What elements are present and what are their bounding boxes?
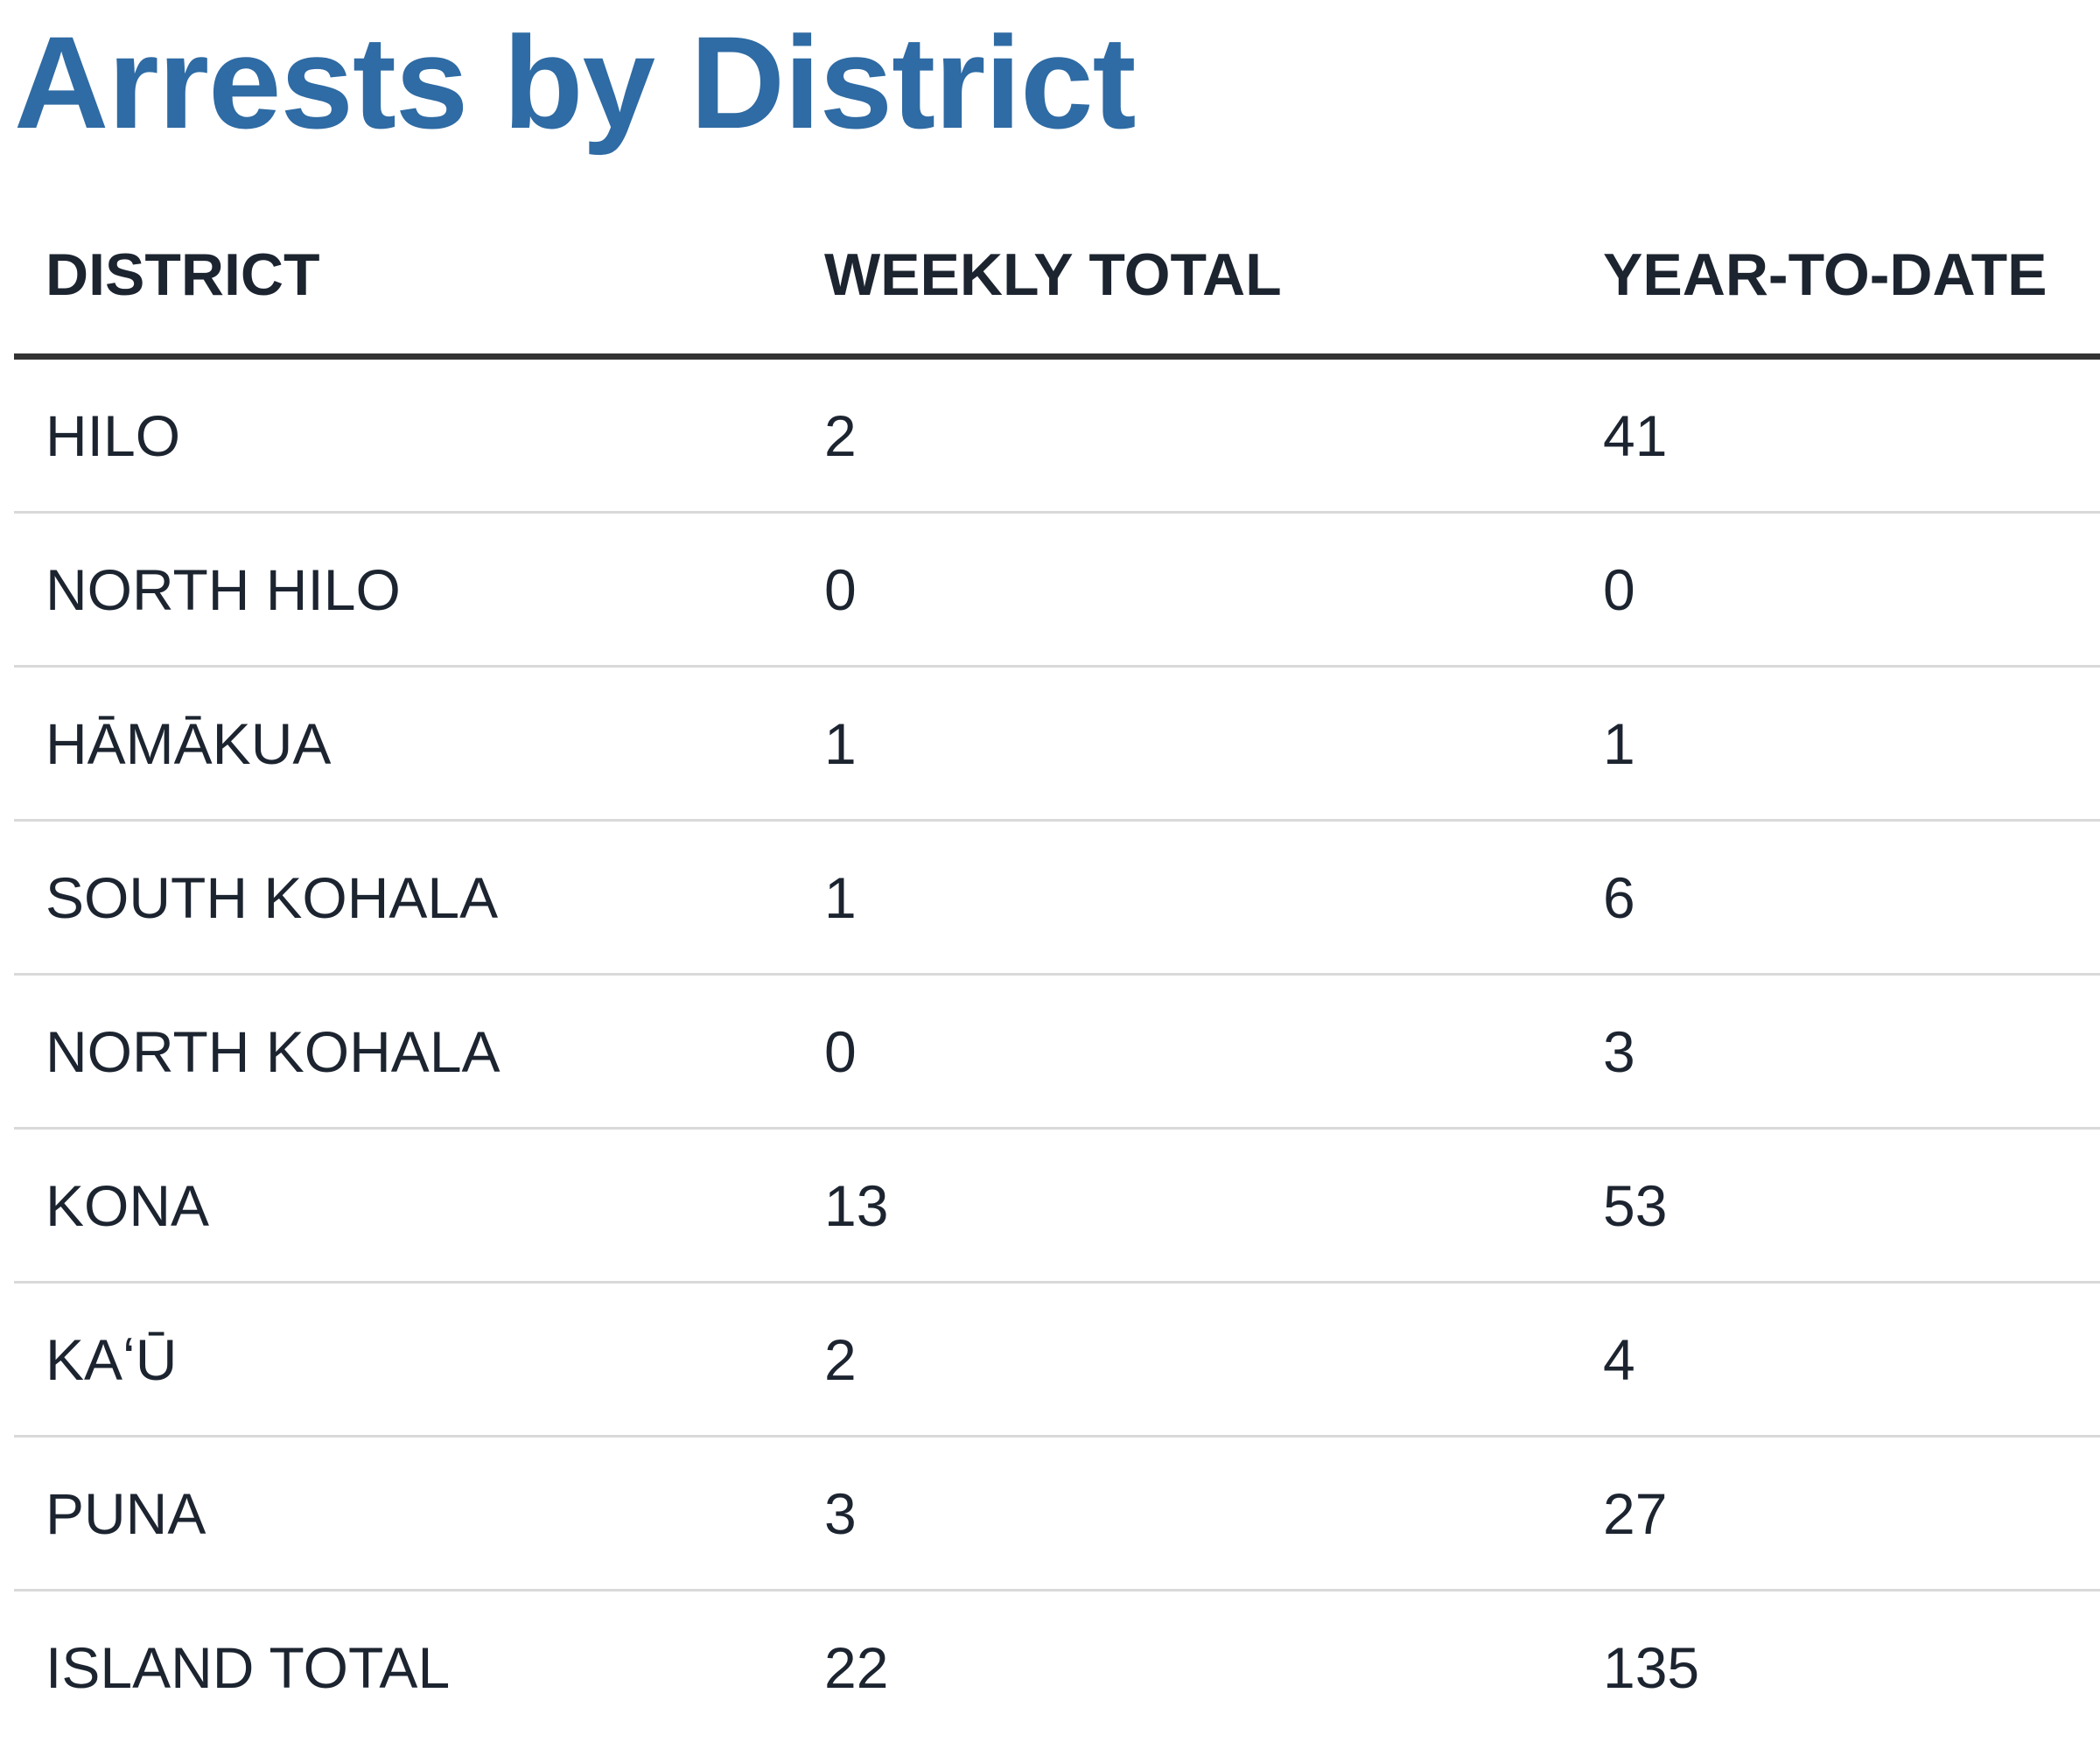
table-row: HILO 2 41 — [14, 356, 2100, 514]
year-to-date-cell: 41 — [1572, 356, 2100, 514]
district-cell: HĀMĀKUA — [14, 666, 793, 822]
year-to-date-cell: 4 — [1572, 1282, 2100, 1438]
table-row-island-total: ISLAND TOTAL 22 135 — [14, 1590, 2100, 1742]
weekly-total-cell: 2 — [793, 356, 1572, 514]
year-to-date-cell: 27 — [1572, 1436, 2100, 1592]
year-to-date-cell: 0 — [1572, 512, 2100, 668]
year-to-date-cell: 135 — [1572, 1590, 2100, 1742]
header-row: DISTRICT WEEKLY TOTAL YEAR-TO-DATE — [14, 196, 2100, 360]
table-body: HILO 2 41 NORTH HILO 0 0 HĀMĀKUA 1 1 SOU… — [14, 356, 2100, 1742]
weekly-total-cell: 2 — [793, 1282, 1572, 1438]
weekly-total-cell: 0 — [793, 512, 1572, 668]
weekly-total-cell: 0 — [793, 974, 1572, 1130]
district-cell: PUNA — [14, 1436, 793, 1592]
weekly-total-cell: 22 — [793, 1590, 1572, 1742]
district-cell: NORTH KOHALA — [14, 974, 793, 1130]
table-row: KAʻŪ 2 4 — [14, 1282, 2100, 1438]
weekly-total-cell: 1 — [793, 666, 1572, 822]
district-cell: KAʻŪ — [14, 1282, 793, 1438]
weekly-total-cell: 3 — [793, 1436, 1572, 1592]
district-cell: HILO — [14, 356, 793, 514]
district-cell: KONA — [14, 1128, 793, 1284]
header-district: DISTRICT — [14, 196, 793, 360]
year-to-date-cell: 6 — [1572, 820, 2100, 976]
table-row: SOUTH KOHALA 1 6 — [14, 820, 2100, 976]
weekly-total-cell: 13 — [793, 1128, 1572, 1284]
district-cell: ISLAND TOTAL — [14, 1590, 793, 1742]
district-cell: SOUTH KOHALA — [14, 820, 793, 976]
header-year-to-date: YEAR-TO-DATE — [1572, 196, 2100, 360]
arrests-table-container: DISTRICT WEEKLY TOTAL YEAR-TO-DATE HILO … — [14, 196, 2100, 1742]
table-row: PUNA 3 27 — [14, 1436, 2100, 1592]
table-row: NORTH HILO 0 0 — [14, 512, 2100, 668]
district-cell: NORTH HILO — [14, 512, 793, 668]
table-row: HĀMĀKUA 1 1 — [14, 666, 2100, 822]
header-weekly-total: WEEKLY TOTAL — [793, 196, 1572, 360]
year-to-date-cell: 3 — [1572, 974, 2100, 1130]
table-row: NORTH KOHALA 0 3 — [14, 974, 2100, 1130]
weekly-total-cell: 1 — [793, 820, 1572, 976]
page-title: Arrests by District — [14, 9, 1136, 156]
table-header: DISTRICT WEEKLY TOTAL YEAR-TO-DATE — [14, 196, 2100, 360]
arrests-by-district-table: DISTRICT WEEKLY TOTAL YEAR-TO-DATE HILO … — [14, 196, 2100, 1742]
table-row: KONA 13 53 — [14, 1128, 2100, 1284]
year-to-date-cell: 1 — [1572, 666, 2100, 822]
year-to-date-cell: 53 — [1572, 1128, 2100, 1284]
